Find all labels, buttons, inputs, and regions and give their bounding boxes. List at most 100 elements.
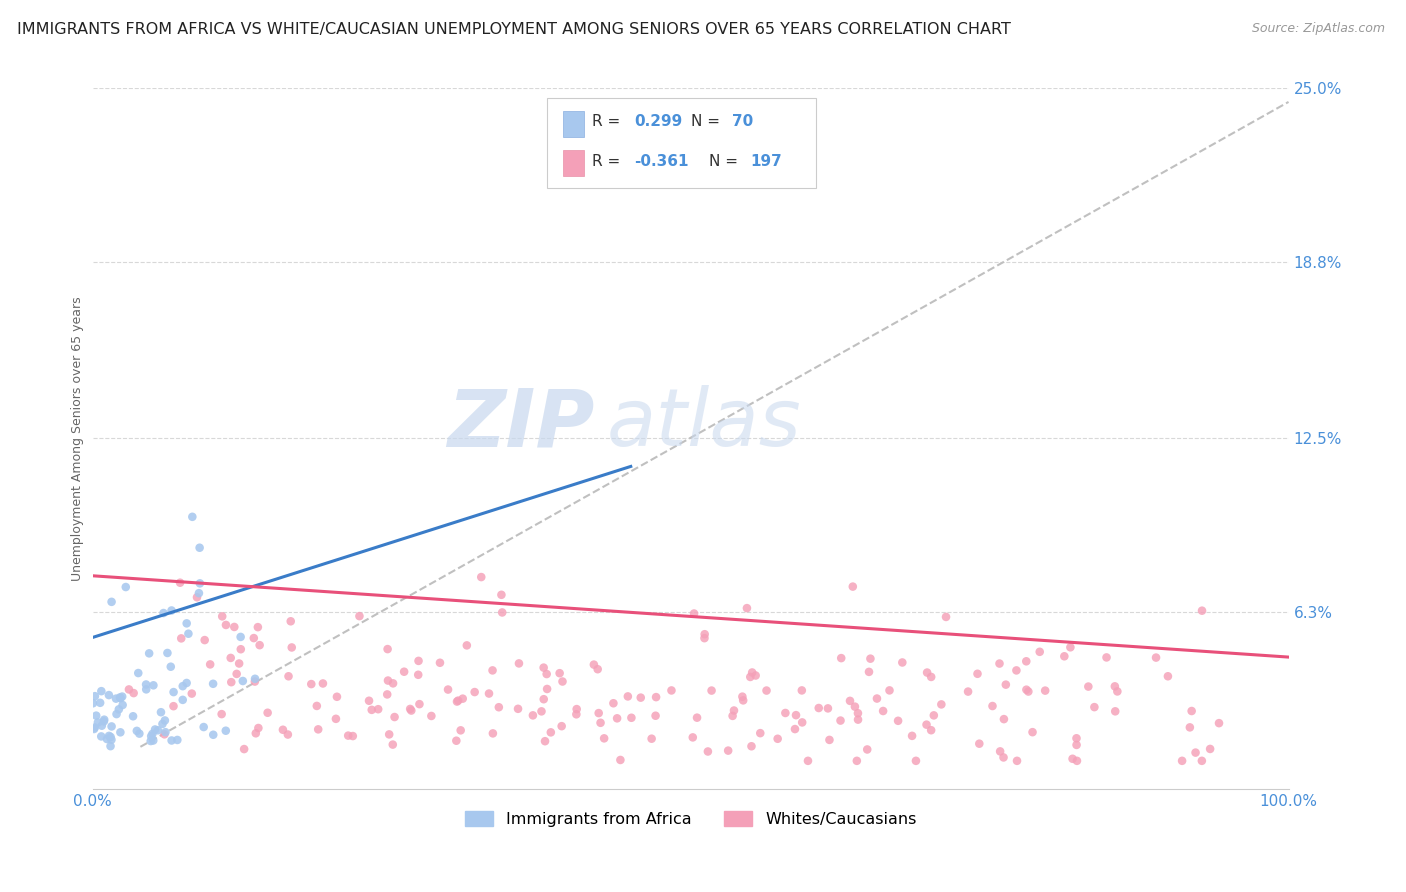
Point bbox=[693, 627, 716, 641]
Point bbox=[172, 693, 194, 707]
Point bbox=[534, 734, 557, 748]
Point bbox=[1017, 684, 1039, 698]
Point bbox=[620, 711, 643, 725]
Point bbox=[640, 731, 662, 746]
Point bbox=[630, 690, 652, 705]
Point bbox=[111, 698, 134, 712]
Point bbox=[202, 728, 225, 742]
Point bbox=[100, 730, 122, 744]
Point bbox=[176, 616, 198, 631]
Point bbox=[915, 717, 938, 731]
Point bbox=[90, 719, 112, 733]
Point bbox=[830, 714, 852, 728]
Point bbox=[506, 702, 529, 716]
Text: N =: N = bbox=[709, 154, 742, 169]
Text: -0.361: -0.361 bbox=[634, 154, 689, 169]
Point bbox=[1157, 669, 1180, 683]
Point bbox=[447, 693, 470, 707]
Point bbox=[749, 726, 772, 740]
Point bbox=[162, 699, 184, 714]
Point bbox=[162, 685, 184, 699]
Text: R =: R = bbox=[592, 114, 626, 129]
Point bbox=[700, 683, 723, 698]
Point bbox=[482, 726, 505, 740]
Point bbox=[775, 706, 797, 720]
Point bbox=[194, 633, 217, 648]
Point bbox=[551, 674, 574, 689]
Point bbox=[305, 698, 328, 713]
Point bbox=[215, 723, 238, 738]
Point bbox=[645, 690, 668, 705]
Point bbox=[135, 682, 157, 697]
Point bbox=[717, 743, 740, 757]
Point bbox=[125, 723, 148, 738]
Point bbox=[931, 698, 953, 712]
Point bbox=[229, 630, 252, 644]
Point bbox=[733, 693, 755, 707]
Point bbox=[187, 586, 209, 600]
Point bbox=[142, 733, 165, 747]
Point bbox=[245, 726, 267, 740]
Point bbox=[491, 606, 513, 620]
Point bbox=[349, 609, 371, 624]
Point bbox=[146, 723, 169, 738]
Point bbox=[470, 570, 492, 584]
Text: R =: R = bbox=[592, 154, 626, 169]
Point bbox=[1053, 649, 1076, 664]
Point bbox=[169, 575, 191, 590]
Point bbox=[565, 702, 588, 716]
Point bbox=[399, 702, 422, 716]
Point bbox=[1015, 654, 1038, 668]
Point bbox=[1191, 604, 1213, 618]
Point bbox=[935, 610, 957, 624]
Point bbox=[377, 673, 399, 688]
Point bbox=[741, 665, 763, 680]
Point bbox=[915, 665, 938, 680]
Point bbox=[90, 730, 112, 744]
Point bbox=[872, 704, 894, 718]
Point bbox=[548, 666, 571, 681]
Point bbox=[1028, 645, 1050, 659]
Point bbox=[83, 722, 105, 736]
Point bbox=[84, 689, 107, 703]
Point bbox=[565, 707, 588, 722]
Point bbox=[792, 715, 814, 730]
Point bbox=[90, 684, 112, 698]
Point bbox=[122, 709, 145, 723]
Point bbox=[735, 601, 758, 615]
Point bbox=[357, 694, 380, 708]
Point bbox=[588, 706, 610, 720]
Point bbox=[683, 607, 706, 621]
Point bbox=[540, 725, 562, 739]
Point bbox=[176, 676, 198, 690]
Point bbox=[141, 727, 163, 741]
Point bbox=[228, 657, 250, 671]
Point bbox=[153, 714, 176, 728]
Point bbox=[243, 672, 266, 686]
Point bbox=[342, 729, 364, 743]
Point bbox=[1104, 679, 1126, 693]
Bar bbox=[562, 150, 583, 177]
Point bbox=[375, 687, 398, 701]
Text: ZIP: ZIP bbox=[447, 385, 595, 463]
Point bbox=[100, 595, 122, 609]
Point bbox=[856, 742, 879, 756]
Point bbox=[866, 691, 889, 706]
Point bbox=[1066, 738, 1088, 752]
Point bbox=[367, 702, 389, 716]
Point bbox=[108, 702, 131, 716]
Point bbox=[138, 646, 160, 660]
Point bbox=[392, 665, 415, 679]
Point bbox=[159, 659, 181, 673]
Point bbox=[818, 732, 841, 747]
Point bbox=[807, 701, 830, 715]
Point bbox=[215, 618, 238, 632]
Point bbox=[451, 691, 474, 706]
Point bbox=[93, 713, 115, 727]
Point bbox=[859, 651, 882, 665]
Legend: Immigrants from Africa, Whites/Caucasians: Immigrants from Africa, Whites/Caucasian… bbox=[458, 805, 922, 833]
Point bbox=[149, 705, 172, 719]
Point bbox=[277, 727, 299, 741]
Point bbox=[478, 687, 501, 701]
Point bbox=[1066, 754, 1088, 768]
